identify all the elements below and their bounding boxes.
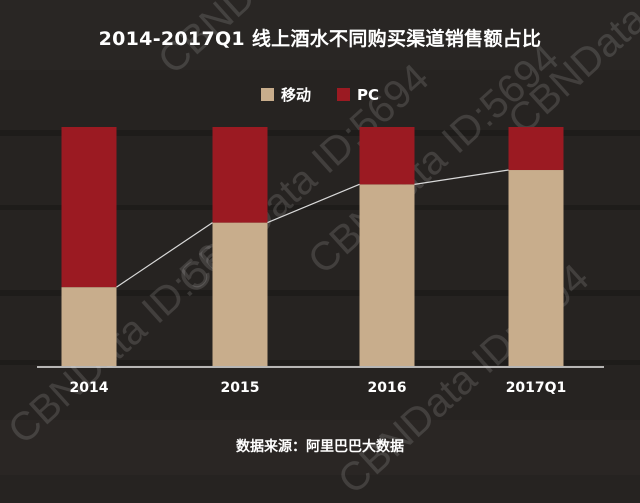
stacked-bar-chart: 2014 2015 2016 2017Q1 [37, 127, 604, 396]
bar-pc-2014 [61, 127, 117, 288]
chart-title: 2014-2017Q1 线上酒水不同购买渠道销售额占比 [98, 28, 542, 50]
connector-line [414, 169, 509, 185]
source-note: 数据来源：阿里巴巴大数据 [236, 439, 404, 455]
bar-pc-2017Q1 [508, 127, 564, 171]
bar-mobile-2017Q1 [508, 170, 564, 366]
bar-mobile-2014 [61, 287, 117, 366]
x-tick-label: 2015 [221, 380, 260, 396]
connector-line [267, 183, 360, 224]
x-tick-label: 2016 [368, 380, 407, 396]
x-tick-label: 2014 [70, 380, 109, 396]
legend-swatch-pc [337, 88, 350, 101]
legend-item-pc: PC [337, 84, 379, 105]
connector-line [116, 222, 213, 288]
bar-pc-2015 [212, 127, 268, 223]
bar-mobile-2016 [359, 184, 415, 366]
legend-label-mobile: 移动 [280, 86, 311, 104]
legend-label-pc: PC [357, 85, 380, 104]
bar-pc-2016 [359, 127, 415, 185]
chart-legend: 移动 PC [0, 84, 640, 105]
legend-swatch-mobile [260, 88, 274, 101]
legend-item-mobile: 移动 [260, 84, 311, 105]
x-tick-label: 2017Q1 [506, 380, 567, 396]
bar-mobile-2015 [212, 222, 268, 366]
